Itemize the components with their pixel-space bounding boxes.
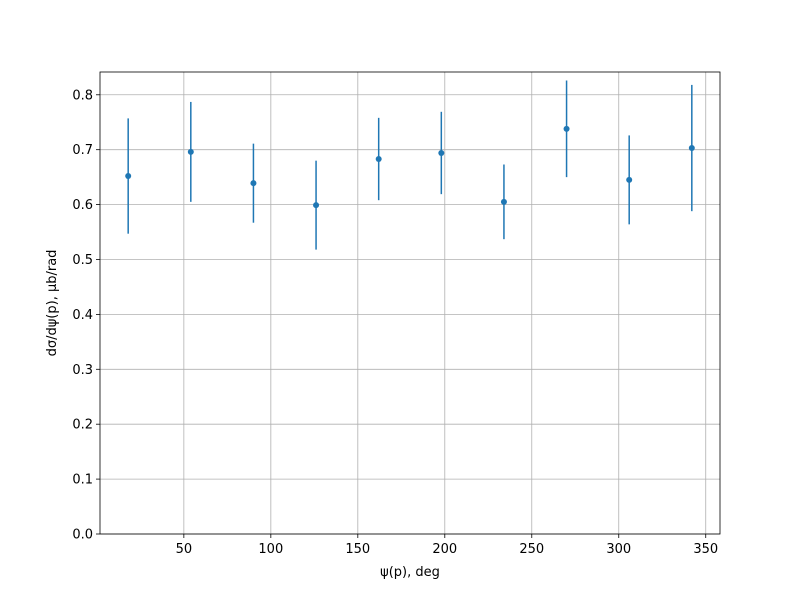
data-point [187,148,194,155]
x-tick-label: 100 [258,542,283,557]
y-tick-label: 0.6 [72,198,93,213]
data-point [375,156,382,163]
x-tick-label: 250 [519,542,544,557]
data-point [125,173,132,180]
y-tick-label: 0.7 [72,143,93,158]
data-point [250,180,257,187]
data-point [626,176,633,183]
data-point [313,202,320,209]
data-point [500,198,507,205]
x-tick-label: 350 [693,542,718,557]
x-tick-label: 50 [176,542,193,557]
data-point [688,145,695,152]
x-tick-label: 150 [345,542,370,557]
y-tick-label: 0.1 [72,473,93,488]
x-axis-label: ψ(p), deg [380,565,440,580]
data-point [563,125,570,132]
data-point [438,149,445,156]
y-tick-label: 0.2 [72,418,93,433]
y-tick-label: 0.4 [72,308,93,323]
y-tick-label: 0.0 [72,528,93,543]
y-tick-label: 0.3 [72,363,93,378]
x-tick-label: 200 [432,542,457,557]
y-tick-label: 0.8 [72,88,93,103]
plot-frame [99,71,721,535]
y-axis-label: dσ/dψ(p), μb/rad [45,250,60,357]
y-tick-label: 0.5 [72,253,93,268]
x-tick-label: 300 [606,542,631,557]
